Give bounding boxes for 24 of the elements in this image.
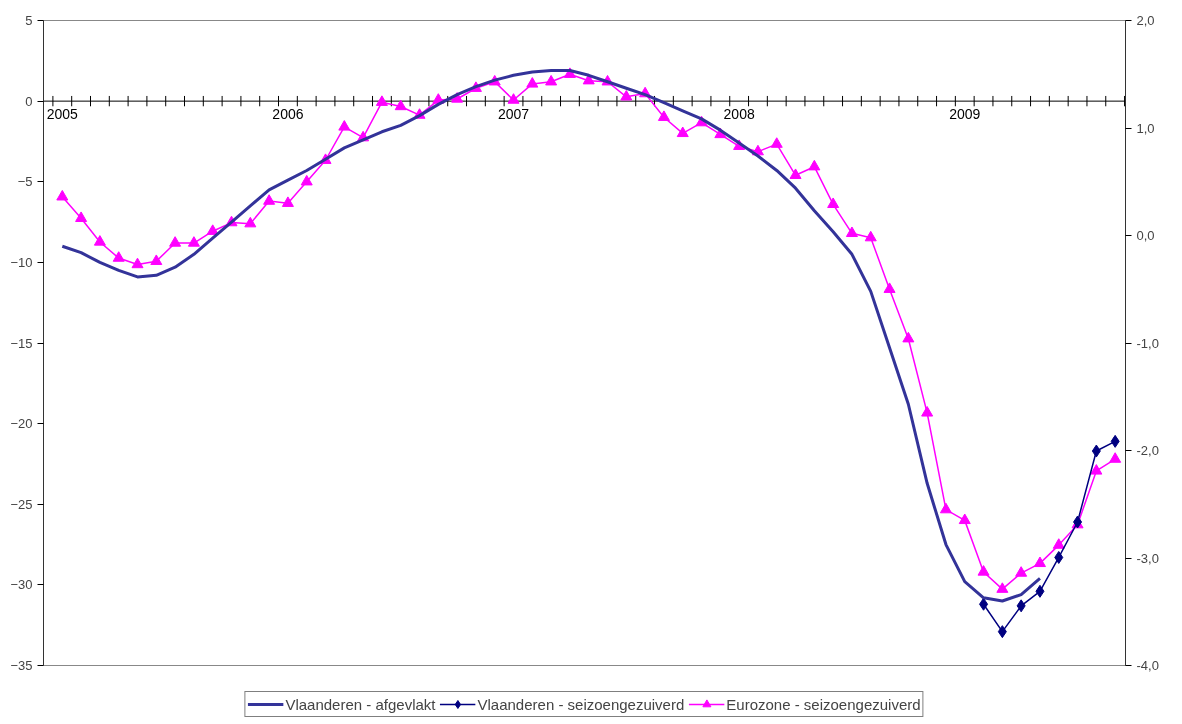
y2-tick-label: -1,0 <box>1136 335 1159 351</box>
y2-tick-label: 0,0 <box>1136 228 1155 243</box>
x-tick-label: 2007 <box>497 106 530 123</box>
y2-tick-label: -4,0 <box>1136 658 1159 673</box>
y2-tick-label: 2,0 <box>1136 13 1155 28</box>
legend-label: Vlaanderen - seizoengezuiverd <box>477 695 685 713</box>
y2-tick-label: -3,0 <box>1136 550 1159 566</box>
y-tick-label: −35 <box>10 658 33 673</box>
y-tick-label: −15 <box>10 335 33 351</box>
x-tick-label: 2005 <box>46 106 79 123</box>
legend-label: Eurozone - seizoengezuiverd <box>726 695 921 713</box>
y-tick-label: −30 <box>10 577 33 593</box>
y-tick-label: −5 <box>17 174 33 190</box>
y-tick-label: 5 <box>25 13 33 28</box>
y-tick-label: 0 <box>25 93 33 109</box>
y-tick-label: −10 <box>10 254 33 270</box>
x-tick-label: 2009 <box>949 106 981 123</box>
y-tick-label: −25 <box>10 496 33 512</box>
y2-tick-label: 1,0 <box>1136 120 1155 136</box>
y-tick-label: −20 <box>10 416 33 432</box>
legend-label: Vlaanderen - afgevlakt <box>285 695 436 713</box>
x-tick-label: 2006 <box>272 106 304 123</box>
x-tick-label: 2008 <box>723 106 755 123</box>
y2-tick-label: -2,0 <box>1136 443 1159 458</box>
